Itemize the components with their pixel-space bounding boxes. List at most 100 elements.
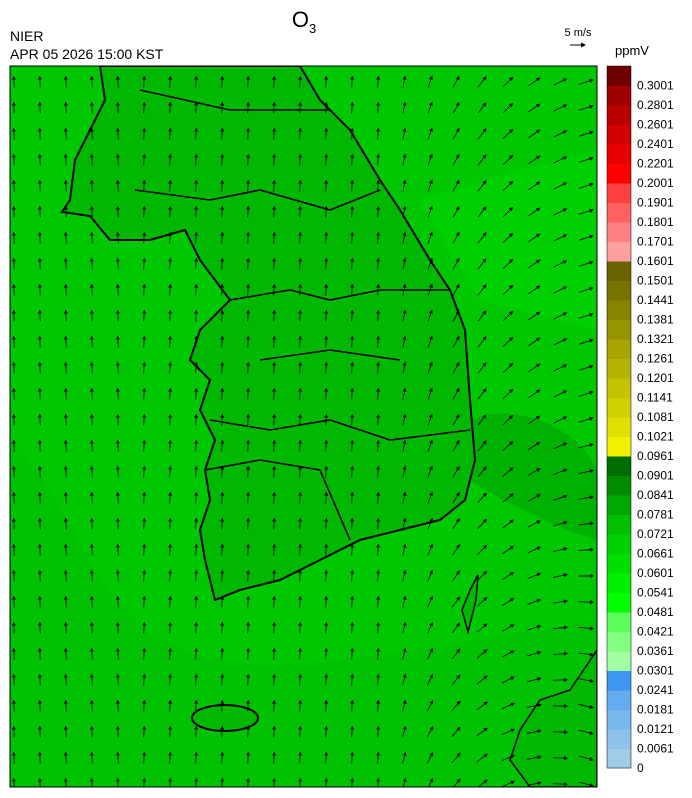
wind-arrow	[168, 751, 173, 764]
wind-arrow	[115, 673, 120, 686]
wind-arrow	[89, 439, 94, 452]
wind-arrow	[578, 521, 595, 526]
wind-arrow	[194, 205, 199, 218]
wind-arrow	[11, 309, 16, 322]
wind-arrow	[37, 335, 42, 348]
wind-arrow	[168, 127, 173, 140]
wind-arrow	[115, 179, 120, 192]
wind-arrow	[11, 439, 16, 452]
wind-arrow	[528, 285, 541, 295]
wind-arrow	[298, 543, 303, 556]
jeju-island	[191, 704, 259, 732]
wind-arrow	[220, 153, 225, 166]
wind-arrow	[477, 597, 488, 607]
wind-arrow	[63, 413, 68, 426]
wind-arrow	[37, 595, 42, 608]
wind-arrow	[427, 439, 433, 452]
wind-arrow	[402, 777, 407, 787]
colorbar-segment	[607, 202, 631, 223]
wind-arrow	[89, 517, 94, 530]
wind-arrow	[246, 465, 251, 478]
wind-arrow	[553, 364, 568, 372]
wind-arrow	[477, 440, 487, 452]
wind-arrow	[220, 257, 225, 270]
wind-arrow	[89, 647, 94, 660]
wind-arrow	[11, 699, 16, 712]
wind-arrow	[194, 725, 199, 738]
wind-arrow	[324, 413, 329, 426]
wind-arrow	[37, 257, 42, 270]
wind-arrow	[477, 336, 487, 348]
wind-arrow	[37, 647, 42, 660]
wind-arrow	[194, 153, 199, 166]
wind-arrow	[37, 309, 42, 322]
wind-arrow	[115, 569, 120, 582]
colorbar-label: 0.0241	[637, 683, 674, 697]
wind-arrow	[168, 231, 173, 244]
wind-arrow	[63, 335, 68, 348]
wind-arrow	[350, 179, 355, 192]
wind-arrow	[528, 181, 541, 191]
shade-region	[10, 440, 597, 787]
wind-arrow	[402, 309, 407, 322]
wind-arrow	[246, 127, 251, 140]
wind-arrow	[427, 569, 433, 582]
wind-arrow	[220, 595, 225, 608]
wind-arrow	[578, 156, 594, 163]
colorbar-label: 0.1601	[637, 254, 674, 268]
wind-arrow	[376, 725, 381, 738]
wind-arrow	[376, 465, 381, 478]
wind-arrow	[89, 387, 94, 400]
colorbar-label: 0.0481	[637, 605, 674, 619]
wind-arrow	[142, 699, 147, 712]
wind-arrow	[89, 699, 94, 712]
wind-arrow	[168, 335, 173, 348]
wind-arrow	[220, 517, 225, 530]
wind-arrow	[402, 621, 407, 634]
wind-arrow	[115, 413, 120, 426]
wind-arrow	[63, 127, 68, 140]
wind-arrow	[298, 569, 303, 582]
wind-arrow	[272, 751, 277, 764]
wind-arrow	[502, 519, 514, 529]
wind-arrow	[89, 595, 94, 608]
wind-arrow	[142, 517, 147, 530]
wind-arrow	[324, 283, 329, 296]
wind-arrow	[194, 335, 199, 348]
wind-arrow	[246, 361, 251, 374]
wind-arrow	[477, 206, 487, 218]
wind-arrow	[142, 725, 147, 738]
wind-arrow	[402, 127, 407, 140]
wind-arrow	[376, 335, 381, 348]
wind-arrow	[37, 231, 42, 244]
wind-arrow	[37, 361, 42, 374]
wind-arrow	[246, 309, 251, 322]
colorbar-label: 0.0181	[637, 703, 674, 717]
wind-arrow	[578, 600, 595, 605]
wind-arrow	[502, 467, 514, 477]
wind-arrow	[115, 75, 120, 88]
wind-arrow	[427, 465, 433, 478]
wind-arrow	[272, 387, 277, 400]
wind-arrow	[246, 413, 251, 426]
wind-arrow	[578, 104, 594, 111]
wind-arrow	[115, 543, 120, 556]
wind-arrow	[527, 468, 541, 476]
wind-arrow	[324, 621, 329, 634]
wind-arrow	[553, 156, 568, 164]
colorbar-label: 0.2001	[637, 176, 674, 190]
wind-arrow	[452, 205, 460, 218]
wind-arrow	[452, 778, 461, 787]
wind-arrow	[427, 257, 433, 270]
wind-arrow	[220, 413, 225, 426]
wind-arrow	[89, 569, 94, 582]
colorbar-label: 0.1501	[637, 274, 674, 288]
wind-arrow	[168, 413, 173, 426]
wind-arrow	[246, 621, 251, 634]
wind-arrow	[476, 727, 488, 737]
wind-arrow	[553, 416, 568, 424]
wind-arrow	[246, 517, 251, 530]
wind-arrow	[578, 338, 594, 345]
colorbar-label: 0.1321	[637, 332, 674, 346]
wind-arrow	[63, 543, 68, 556]
